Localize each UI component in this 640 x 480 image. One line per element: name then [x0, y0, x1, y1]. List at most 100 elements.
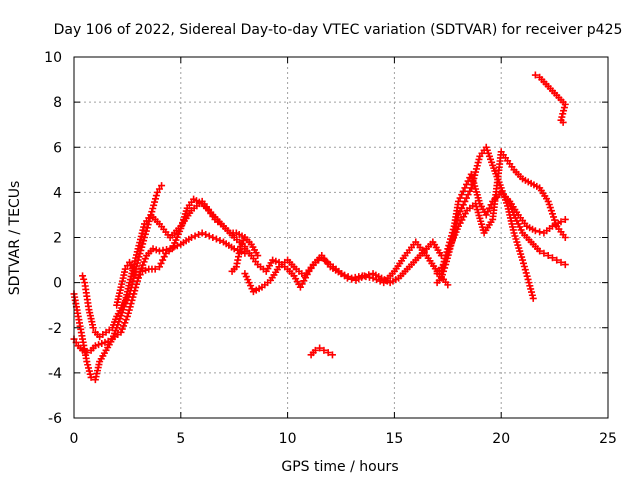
arc-3-point [138, 243, 146, 251]
arc-1-point [198, 229, 206, 237]
arc-3-point [145, 217, 153, 225]
arc-3-point [140, 237, 148, 245]
arc-2-point [84, 361, 92, 369]
arc-1-point [120, 322, 128, 330]
arc-8-point [519, 259, 527, 267]
arc-3-point [149, 204, 157, 212]
y-tick-label: 6 [53, 140, 62, 156]
arc-1-point [124, 309, 132, 317]
arc-3-point [127, 284, 135, 292]
arc-1-point [123, 312, 131, 320]
arc-8-point [523, 272, 531, 280]
arc-8-point [528, 291, 536, 299]
arc-1-point [230, 245, 238, 253]
arc-8-point [473, 162, 481, 170]
arc-8-point [472, 168, 480, 176]
x-tick-label: 20 [492, 431, 510, 447]
y-tick-label: -4 [48, 366, 62, 382]
arc-9-point [456, 194, 464, 202]
y-tick-label: 10 [44, 50, 62, 66]
arc-3-point [134, 256, 142, 264]
arc-9-point [561, 215, 569, 223]
y-tick-label: -6 [48, 411, 62, 427]
arc-6-point [369, 274, 377, 282]
x-tick-label: 15 [385, 431, 403, 447]
arc-3-point [135, 253, 143, 261]
arc-1-point [101, 338, 109, 346]
arc-8-point [522, 269, 530, 277]
arc-7-point [311, 346, 319, 354]
arc-3-point [143, 224, 151, 232]
x-axis-label: GPS time / hours [281, 459, 398, 475]
arc-11-point [536, 247, 544, 255]
arc-3-point [79, 272, 87, 280]
arc-5-point [269, 256, 277, 264]
arc-4-point [151, 265, 159, 273]
arc-6-point [344, 273, 352, 281]
arc-1-point [216, 237, 224, 245]
y-tick-label: 0 [53, 276, 62, 292]
arc-8-point [524, 275, 532, 283]
arc-1-point [149, 245, 157, 253]
arc-1-point [117, 328, 125, 336]
arc-6-point [373, 276, 381, 284]
arc-1-point [209, 234, 217, 241]
arc-1-point [127, 300, 135, 308]
x-tick-label: 25 [599, 431, 617, 447]
arc-2-point [85, 367, 93, 375]
y-tick-label: 8 [53, 95, 62, 111]
y-tick-label: 2 [53, 231, 62, 247]
arc-8-point [462, 194, 470, 202]
arc-4-point [159, 256, 167, 264]
arc-1-point [125, 306, 133, 314]
arc-3-point [151, 198, 159, 206]
arc-3-point [126, 290, 134, 298]
arc-1-point [141, 255, 149, 263]
y-axis-label: SDTVAR / TECUs [7, 181, 23, 296]
arc-8-point [438, 271, 446, 279]
arc-8-point [521, 266, 529, 274]
arc-8-point [525, 279, 533, 287]
x-tick-label: 0 [70, 431, 79, 447]
arc-6-point [341, 271, 349, 279]
grid [74, 57, 608, 418]
arc-4-point [160, 253, 168, 261]
arc-9-point [531, 227, 539, 235]
arc-1-point [212, 235, 220, 243]
arc-1-point [126, 303, 134, 311]
arc-8-point [461, 197, 469, 205]
arc-8-point [472, 165, 480, 173]
arc-3-point [152, 192, 160, 200]
arc-1-point [128, 296, 136, 304]
arc-12-point [559, 110, 567, 118]
arc-11-point [553, 256, 561, 264]
y-tick-label: -2 [48, 321, 62, 337]
arc-6-point [337, 270, 345, 278]
arc-8-point [474, 159, 482, 167]
arc-7-point [316, 344, 324, 352]
arc-8-point [437, 274, 445, 282]
arc-10-point [561, 234, 569, 241]
arc-1-point [139, 261, 147, 269]
arc-7-point [324, 349, 332, 357]
arc-8-point [529, 294, 537, 302]
arc-1-point [152, 246, 160, 254]
arc-8-point [520, 263, 528, 271]
arc-8-point [528, 288, 536, 296]
arc-8-point [526, 282, 534, 290]
arc-6-point [444, 281, 452, 289]
arc-1-point [140, 258, 148, 266]
arc-3-point [142, 227, 150, 235]
arc-3-point [128, 280, 136, 288]
arc-1-point [95, 341, 103, 349]
arc-3-point [150, 201, 158, 209]
arc-1-point [122, 316, 130, 324]
arc-3-point [158, 182, 166, 190]
arc-3-point [146, 214, 154, 222]
arc-3-point [147, 211, 155, 219]
arc-3-point [151, 195, 159, 203]
arc-3-point [139, 240, 147, 248]
arc-12-point [558, 113, 566, 121]
arc-1-point [195, 230, 203, 238]
